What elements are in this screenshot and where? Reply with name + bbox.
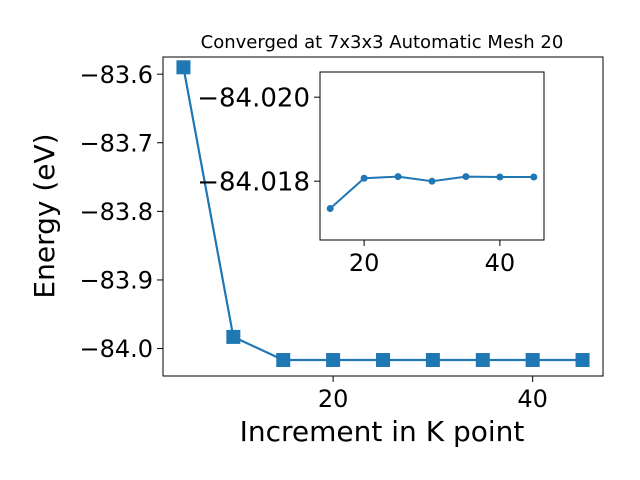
- main-data-point: [276, 353, 291, 368]
- inset-x-tick-label: 20: [349, 249, 380, 277]
- inset-data-point: [496, 173, 504, 181]
- inset-plot-area: [326, 173, 538, 212]
- main-y-tick-label: −84.0: [79, 335, 153, 363]
- inset-y-tick-label: −84.018: [197, 168, 310, 198]
- main-plot-frame: [162, 56, 604, 377]
- main-x-tick-label: 40: [517, 385, 548, 413]
- y-axis-label: Energy (eV): [28, 133, 61, 298]
- main-data-point: [525, 353, 540, 368]
- inset-data-point: [462, 173, 470, 181]
- inset-x-tick-label: 40: [485, 249, 516, 277]
- main-data-point: [575, 353, 590, 368]
- main-data-point: [376, 353, 390, 368]
- main-y-tick-label: −83.9: [79, 267, 153, 295]
- inset-data-point: [394, 173, 402, 181]
- main-plot-area: [176, 60, 590, 368]
- inset-background: [320, 72, 544, 240]
- main-data-point: [425, 353, 440, 368]
- main-y-tick-label: −83.6: [79, 61, 153, 89]
- main-x-tick-label: 20: [318, 385, 349, 413]
- inset-data-point: [530, 173, 538, 181]
- inset-data-point: [360, 174, 368, 182]
- main-axis-ticks: 20 40 −83.6 −83.7 −83.8 −83.9 −84.0: [79, 61, 547, 413]
- inset-data-point: [428, 177, 436, 185]
- inset-plot-frame: [319, 71, 545, 241]
- inset-data-point: [326, 205, 334, 212]
- main-data-point: [475, 353, 490, 368]
- main-data-point: [226, 329, 241, 344]
- main-y-tick-label: −83.7: [79, 129, 153, 157]
- inset-axis-ticks: 20 40 −84.020 −84.018: [197, 84, 515, 277]
- main-data-point: [326, 353, 341, 368]
- x-axis-label: Increment in K point: [240, 415, 525, 448]
- main-y-tick-label: −83.8: [79, 198, 153, 226]
- main-data-point: [176, 60, 191, 75]
- inset-y-tick-label: −84.020: [197, 84, 310, 114]
- chart-title: Converged at 7x3x3 Automatic Mesh 20: [201, 32, 564, 53]
